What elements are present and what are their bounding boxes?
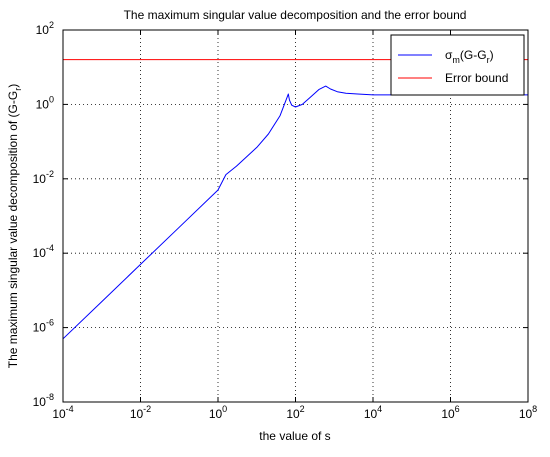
- y-tick-label-base: 10: [36, 97, 50, 111]
- y-tick-label-base: 10: [33, 246, 47, 260]
- y-axis-label: The maximum singular value decomposition…: [6, 84, 23, 368]
- x-tick-label: 102: [286, 404, 304, 421]
- x-tick-label-exp: -2: [143, 404, 151, 414]
- x-tick-label-base: 10: [519, 407, 533, 421]
- y-tick-label: 10-8: [33, 392, 54, 409]
- ticks: [62, 29, 529, 403]
- x-axis-label: the value of s: [259, 429, 330, 443]
- y-tick-label: 100: [36, 94, 54, 111]
- x-tick-label-base: 10: [130, 407, 144, 421]
- y-tick-label-exp: -8: [46, 392, 54, 402]
- x-tick-label-exp: 4: [377, 404, 382, 414]
- legend-sigma-end: ): [490, 48, 494, 62]
- y-axis-label-sub: r: [13, 88, 23, 91]
- y-tick-label-exp: 2: [49, 20, 54, 30]
- x-tick-label: 100: [209, 404, 227, 421]
- legend-box: [390, 34, 525, 96]
- y-tick-label-base: 10: [33, 395, 47, 409]
- y-tick-label-base: 10: [33, 172, 47, 186]
- y-axis-label-main: The maximum singular value decomposition…: [6, 91, 20, 368]
- x-tick-label-exp: 8: [532, 404, 537, 414]
- x-tick-label-base: 10: [441, 407, 455, 421]
- grid: [63, 30, 528, 402]
- y-axis-label-close: ): [6, 84, 20, 88]
- y-tick-label-exp: -6: [46, 318, 54, 328]
- y-tick-label: 10-6: [33, 318, 54, 335]
- y-tick-label: 10-2: [33, 169, 54, 186]
- chart-title: The maximum singular value decomposition…: [124, 8, 467, 22]
- x-tick-label-exp: 6: [455, 404, 460, 414]
- x-tick-label-exp: -4: [66, 404, 74, 414]
- x-tick-label-base: 10: [209, 407, 223, 421]
- legend-sigma-mid: (G-G: [460, 48, 487, 62]
- y-tick-label: 10-4: [33, 243, 54, 260]
- x-tick-label: 106: [441, 404, 459, 421]
- x-tick-label-base: 10: [52, 407, 66, 421]
- x-tick-label-exp: 0: [222, 404, 227, 414]
- x-tick-label: 10-4: [52, 404, 73, 421]
- x-tick-label-base: 10: [364, 407, 378, 421]
- x-tick-label-base: 10: [286, 407, 300, 421]
- y-tick-label-exp: 0: [49, 94, 54, 104]
- legend-sigma-symbol: σ: [445, 48, 453, 62]
- series-sigma-line: [62, 85, 528, 340]
- x-tick-label: 108: [519, 404, 537, 421]
- x-tick-label: 104: [364, 404, 382, 421]
- y-tick-label-exp: -4: [46, 243, 54, 253]
- legend-label-sigma: σm(G-Gr): [445, 48, 494, 65]
- legend-sigma-sub1: m: [452, 55, 460, 65]
- x-tick-label: 10-2: [130, 404, 151, 421]
- y-tick-label-exp: -2: [46, 169, 54, 179]
- legend: σm(G-Gr) Error bound: [390, 34, 525, 96]
- y-tick-label: 102: [36, 20, 54, 37]
- legend-sigma-sub2: r: [487, 55, 490, 65]
- tick-labels: 10-4 10-2 100 102 104 106 10810-810-610-410-21…: [33, 20, 538, 421]
- x-tick-label-exp: 2: [300, 404, 305, 414]
- y-tick-label-base: 10: [36, 23, 50, 37]
- y-tick-label-base: 10: [33, 321, 47, 335]
- legend-label-error-bound: Error bound: [445, 71, 508, 85]
